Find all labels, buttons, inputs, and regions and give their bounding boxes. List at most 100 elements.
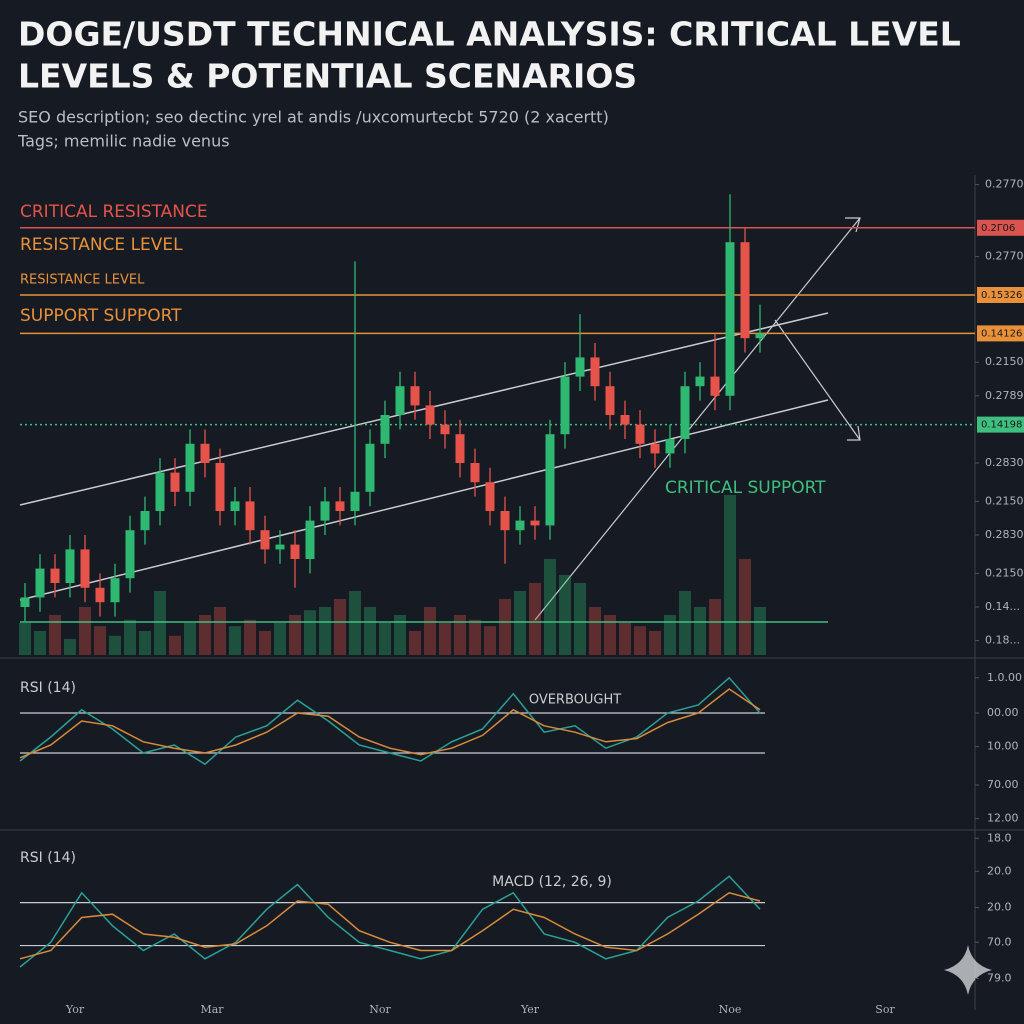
volume-bar — [94, 626, 106, 655]
volume-bar — [334, 599, 346, 655]
volume-bar — [679, 591, 691, 655]
candle-body — [425, 405, 435, 425]
volume-bar — [634, 626, 646, 655]
candle-body — [650, 443, 660, 454]
candle-body — [185, 443, 195, 492]
x-tick-label: Yor — [65, 1003, 85, 1016]
volume-bar — [409, 631, 421, 655]
volume-bar — [319, 607, 331, 655]
volume-bar — [544, 559, 556, 655]
volume-bar — [649, 631, 661, 655]
volume-bar — [469, 619, 481, 655]
y-tick-label: 79.0 — [987, 972, 1012, 985]
annotation: MACD (12, 26, 9) — [492, 874, 612, 890]
panel-title: RSI (14) — [20, 680, 76, 696]
annotation: CRITICAL RESISTANCE — [20, 202, 208, 222]
candle-body — [725, 242, 735, 396]
candle-body — [410, 386, 420, 406]
candle-body — [275, 544, 285, 550]
candle-body — [290, 544, 300, 559]
candle-body — [605, 386, 615, 415]
candle-body — [710, 376, 720, 396]
scenario-arrow — [534, 217, 861, 621]
candle-body — [755, 333, 765, 339]
annotations: CRITICAL RESISTANCE RESISTANCE LEVEL RES… — [20, 202, 826, 890]
x-tick-label: Noe — [719, 1003, 742, 1016]
arrow-head — [847, 425, 861, 441]
candle-body — [140, 511, 150, 531]
x-tick-label: Sor — [875, 1003, 895, 1016]
candle-body — [50, 568, 60, 583]
volume-bar — [349, 591, 361, 655]
indicator-line — [19, 891, 761, 960]
candle-body — [260, 530, 270, 550]
candle-body — [95, 587, 105, 603]
y-tick-label: 0.21506 — [985, 355, 1024, 368]
y-tick-label: 20.0 — [987, 864, 1012, 877]
level-badge — [977, 416, 1024, 433]
candle-body — [155, 472, 165, 511]
candle-body — [440, 424, 450, 435]
candle-body — [470, 463, 480, 483]
volume-bar — [169, 635, 181, 655]
candle-body — [740, 242, 750, 339]
candle-body — [65, 549, 75, 583]
volume-bar — [499, 599, 511, 655]
volume-bar — [199, 615, 211, 655]
candle-body — [530, 520, 540, 526]
volume-bar — [304, 610, 316, 655]
candle-body — [560, 376, 570, 435]
candle-body — [545, 434, 555, 526]
volume-bar — [379, 623, 391, 655]
annotation: CRITICAL SUPPORT — [665, 478, 826, 498]
volume-bar — [529, 583, 541, 655]
volume-bar — [244, 619, 256, 655]
y-tick-label: 0.18... — [985, 634, 1020, 647]
panel-title: RSI (14) — [20, 850, 76, 866]
title-line: LEVELS & POTENTIAL SCENARIOS — [18, 57, 637, 96]
candle-body — [230, 501, 240, 511]
candle-body — [455, 434, 465, 463]
candle-body — [500, 511, 510, 531]
y-tick-label: 70.0 — [987, 935, 1012, 948]
y-tick-label: 0.14... — [985, 600, 1020, 613]
annotation: RESISTANCE LEVEL — [20, 235, 183, 255]
candle-body — [620, 415, 630, 425]
annotation: OVERBOUGHT — [529, 693, 621, 708]
volume-bar — [79, 607, 91, 655]
volume-bar — [109, 635, 121, 655]
volume-bar — [454, 615, 466, 655]
candle-body — [245, 501, 255, 531]
trendline — [19, 312, 829, 506]
scenario-arrow — [774, 319, 861, 441]
trendline — [19, 399, 829, 601]
x-tick-label: Nor — [369, 1003, 391, 1016]
candle-body — [590, 357, 600, 387]
candle-body — [125, 530, 135, 579]
y-tick-label: 18.0 — [987, 831, 1012, 844]
x-tick-label: Mar — [200, 1003, 224, 1016]
volume-bar — [739, 559, 751, 655]
y-tick-label: 0.27896 — [985, 389, 1024, 402]
y-tick-label: 1.0.00 — [987, 671, 1022, 684]
candle-body — [215, 463, 225, 511]
y-tick-label: 70.00 — [987, 778, 1019, 791]
volume-bar — [619, 623, 631, 655]
candle-body — [515, 520, 525, 531]
volume-bar — [664, 615, 676, 655]
description: SEO description; seo dectinc yrel at and… — [18, 108, 609, 127]
level-badge — [977, 287, 1024, 303]
volume-bar — [484, 626, 496, 655]
volume-bar — [49, 615, 61, 655]
volume-bar — [364, 607, 376, 655]
candle-body — [305, 520, 315, 559]
level-label: 0.15326 — [981, 290, 1022, 301]
volume-bar — [394, 615, 406, 655]
title-line: DOGE/USDT TECHNICAL ANALYSIS: CRITICAL L… — [18, 15, 961, 54]
candle-body — [635, 424, 645, 444]
volume-bar — [709, 599, 721, 655]
candle-body — [665, 439, 675, 454]
volume-bar — [574, 583, 586, 655]
